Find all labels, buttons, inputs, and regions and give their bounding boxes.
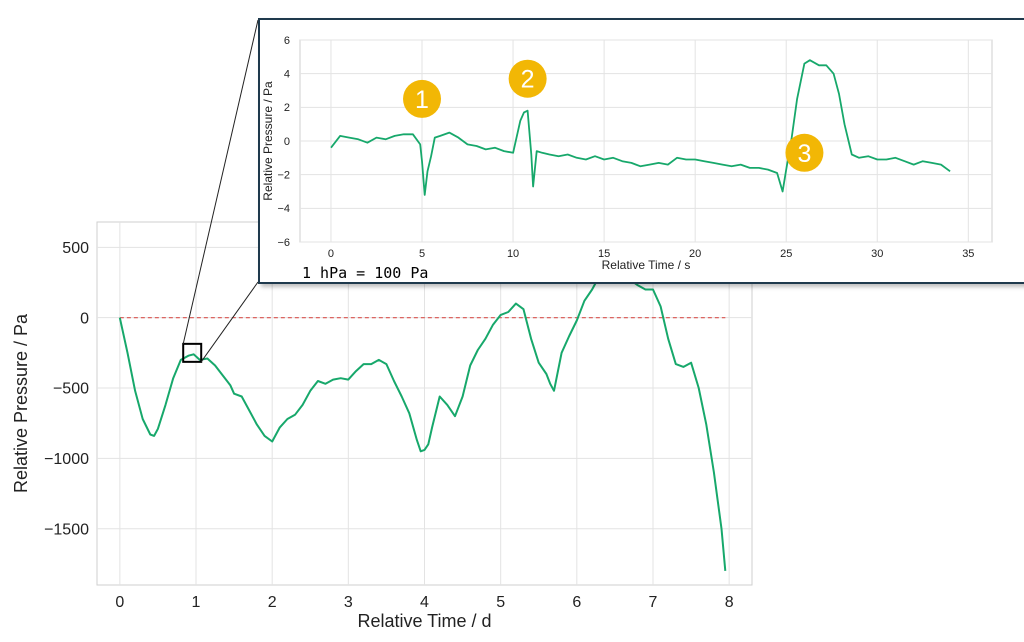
main-y-axis-label: Relative Pressure / Pa [11, 313, 31, 493]
inset-x-tick-label: 5 [419, 248, 425, 260]
inset-y-tick-label: 2 [284, 102, 290, 114]
main-x-tick-label: 7 [649, 594, 658, 611]
inset-y-tick-label: −2 [277, 170, 290, 182]
inset-zoom-panel: 0 5 10 15 20 25 30 35 6 4 2 0 −2 −4 −6 Relative Time / … [258, 18, 1024, 284]
main-y-tick-label: −500 [53, 381, 89, 398]
main-x-tick-label: 3 [344, 594, 353, 611]
annotation-marker-3 [785, 133, 824, 172]
inset-pressure-series-line [330, 59, 951, 196]
annotation-label-1: 1 [415, 86, 429, 114]
main-x-tick-label: 6 [572, 594, 581, 611]
inset-y-axis-label: Relative Pressure / Pa [261, 81, 275, 201]
zoom-box [182, 342, 203, 363]
inset-x-tick-label: 30 [871, 248, 883, 260]
unit-conversion-note: 1 hPa = 100 Pa [302, 264, 429, 282]
main-x-tick-label: 0 [115, 594, 124, 611]
inset-x-tick-label: 20 [689, 248, 701, 260]
main-y-tick-label: −1000 [44, 451, 89, 468]
zoom-connector-line [200, 281, 259, 363]
annotation-label-2: 2 [521, 66, 535, 94]
annotation-label-3: 3 [797, 140, 811, 168]
annotation-marker-1 [403, 79, 442, 118]
main-y-tick-label: 0 [80, 310, 89, 327]
inset-y-tick-label: −6 [277, 237, 290, 249]
main-x-tick-label: 5 [496, 594, 505, 611]
main-x-tick-label: 4 [420, 594, 429, 611]
inset-y-tick-label: 0 [284, 136, 290, 148]
inset-x-tick-label: 25 [780, 248, 792, 260]
main-x-tick-label: 1 [192, 594, 201, 611]
inset-x-tick-label: 0 [328, 248, 334, 260]
inset-y-tick-label: 4 [284, 69, 290, 81]
inset-x-tick-label: 10 [507, 248, 519, 260]
inset-y-tick-label: 6 [284, 35, 290, 47]
inset-x-axis-label: Relative Time / s [602, 258, 691, 272]
main-x-axis-label: Relative Time / d [357, 611, 491, 631]
inset-x-tick-label: 35 [962, 248, 974, 260]
inset-x-tick-label: 15 [598, 248, 610, 260]
main-x-tick-label: 8 [725, 594, 734, 611]
zoom-connector-line [182, 19, 259, 344]
annotation-marker-2 [508, 59, 547, 98]
main-y-tick-label: 500 [62, 240, 89, 257]
main-y-tick-label: −1500 [44, 521, 89, 538]
inset-y-tick-label: −4 [277, 203, 290, 215]
main-x-tick-label: 2 [268, 594, 277, 611]
